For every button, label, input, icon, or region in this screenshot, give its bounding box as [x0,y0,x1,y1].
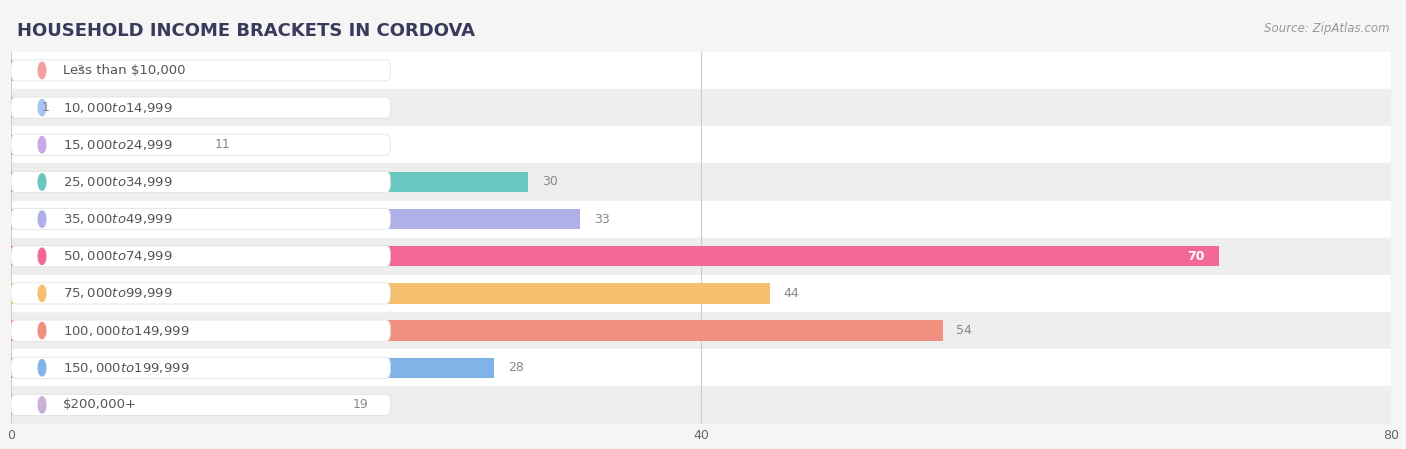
Text: 54: 54 [956,324,972,337]
Text: 28: 28 [508,361,523,374]
Text: 1: 1 [42,101,49,114]
Circle shape [38,136,46,153]
FancyBboxPatch shape [11,97,391,118]
FancyBboxPatch shape [11,357,391,379]
Circle shape [38,397,46,413]
Bar [11,209,581,229]
Circle shape [38,360,46,376]
Text: $200,000+: $200,000+ [63,398,136,411]
Text: $150,000 to $199,999: $150,000 to $199,999 [63,361,190,375]
Bar [11,89,1391,126]
FancyBboxPatch shape [11,134,391,155]
Text: 70: 70 [1187,250,1205,263]
Text: 11: 11 [215,138,231,151]
FancyBboxPatch shape [11,208,391,230]
Bar [11,275,1391,312]
Bar [11,395,339,415]
Text: $25,000 to $34,999: $25,000 to $34,999 [63,175,173,189]
Circle shape [38,285,46,302]
Bar [11,97,28,118]
Circle shape [38,322,46,339]
Bar [11,238,1391,275]
Text: $35,000 to $49,999: $35,000 to $49,999 [63,212,173,226]
Text: $100,000 to $149,999: $100,000 to $149,999 [63,324,190,338]
Text: $10,000 to $14,999: $10,000 to $14,999 [63,101,173,114]
Text: HOUSEHOLD INCOME BRACKETS IN CORDOVA: HOUSEHOLD INCOME BRACKETS IN CORDOVA [17,22,475,40]
Circle shape [38,62,46,79]
Bar [11,172,529,192]
Bar [11,126,1391,163]
Circle shape [38,211,46,227]
Text: 33: 33 [595,212,610,225]
Text: $50,000 to $74,999: $50,000 to $74,999 [63,249,173,263]
Text: 44: 44 [783,287,800,300]
Bar [11,163,1391,201]
Bar [11,321,942,341]
FancyBboxPatch shape [11,283,391,304]
Bar [11,201,1391,238]
Bar [11,283,770,304]
Text: 3: 3 [76,64,84,77]
Circle shape [38,99,46,116]
Text: Less than $10,000: Less than $10,000 [63,64,186,77]
FancyBboxPatch shape [11,246,391,267]
FancyBboxPatch shape [11,60,391,81]
Text: $15,000 to $24,999: $15,000 to $24,999 [63,138,173,152]
Circle shape [38,248,46,264]
FancyBboxPatch shape [11,394,391,415]
Bar [11,246,1219,266]
Circle shape [38,174,46,190]
Bar [11,312,1391,349]
Bar [11,135,201,155]
Bar [11,60,63,81]
Text: 30: 30 [543,176,558,189]
Text: 19: 19 [353,398,368,411]
Bar [11,349,1391,386]
FancyBboxPatch shape [11,320,391,341]
Text: $75,000 to $99,999: $75,000 to $99,999 [63,286,173,300]
Bar [11,386,1391,423]
Bar [11,357,494,378]
Text: Source: ZipAtlas.com: Source: ZipAtlas.com [1264,22,1389,35]
Bar [11,52,1391,89]
FancyBboxPatch shape [11,172,391,193]
